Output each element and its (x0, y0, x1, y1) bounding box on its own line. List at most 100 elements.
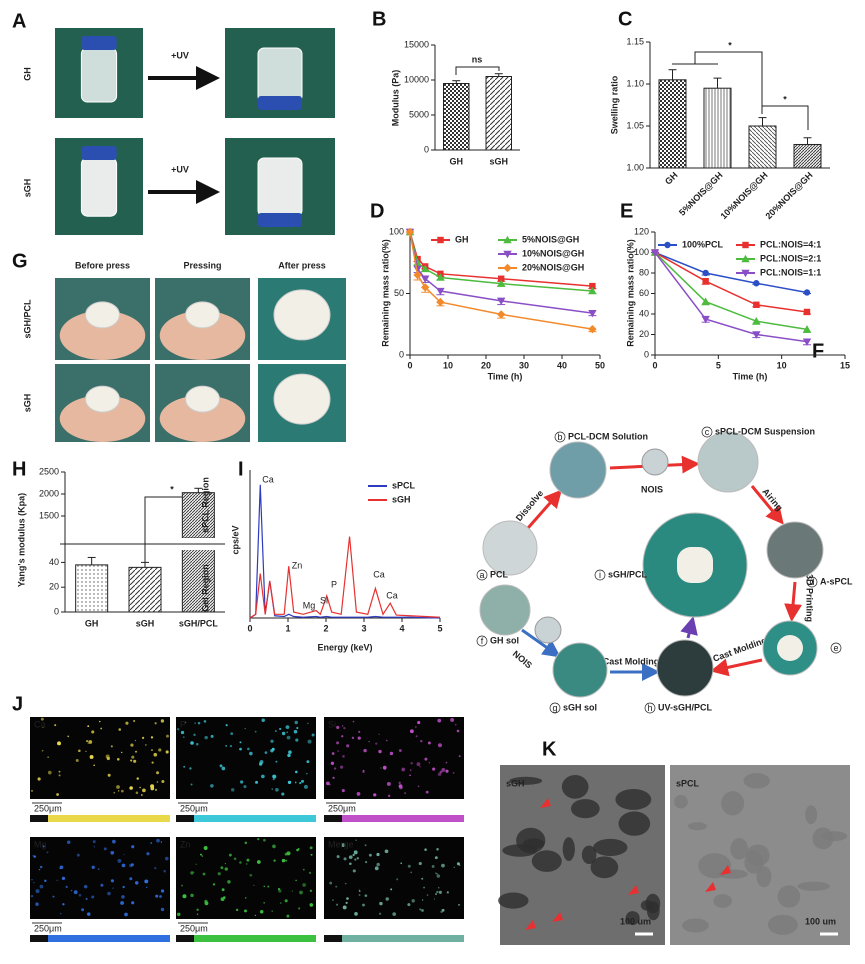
speckle (133, 759, 137, 763)
disc (185, 301, 220, 329)
speckle (210, 784, 214, 788)
speckle (435, 893, 437, 895)
y-tick-label: 0 (424, 144, 429, 154)
marker (436, 297, 445, 307)
speckle (358, 890, 361, 893)
speckle (150, 842, 153, 844)
eds-map (30, 837, 170, 919)
speckle (264, 751, 268, 754)
speckle (353, 850, 358, 855)
speckle (62, 903, 65, 906)
speckle (400, 862, 403, 865)
speckle (419, 908, 422, 911)
marker (650, 249, 660, 257)
speckle (362, 903, 365, 907)
speckle (436, 874, 441, 878)
panel-letter: A (12, 10, 26, 32)
speckle (135, 791, 139, 795)
speckle (419, 766, 421, 768)
y-tick-label: 50 (394, 288, 404, 298)
marker (497, 297, 506, 306)
speckle (355, 839, 357, 841)
speckle (421, 909, 424, 912)
vial (257, 47, 303, 103)
speckle (156, 838, 160, 843)
speckle (424, 757, 428, 761)
speckle (97, 868, 100, 871)
speckle (133, 720, 136, 723)
bar (75, 564, 109, 612)
speckle (431, 865, 435, 868)
column-label: Pressing (183, 260, 221, 270)
pore (682, 918, 709, 933)
x-tick-label: GH (663, 170, 680, 187)
vial-cap (258, 96, 302, 110)
node-id-ring (830, 642, 842, 654)
marker (753, 301, 760, 308)
speckle (415, 735, 418, 738)
arrowhead (540, 798, 551, 808)
speckle (159, 895, 162, 898)
speckle (123, 854, 125, 856)
scale-label: 250μm (180, 923, 208, 933)
x-tick-label: 30 (519, 360, 529, 370)
bar (181, 550, 215, 612)
speckle (453, 866, 455, 869)
y-tick-label: 100 (634, 247, 649, 257)
speckle (221, 888, 225, 892)
speckle (437, 718, 442, 723)
speckle (182, 736, 185, 738)
legend-marker (503, 235, 512, 244)
bracket (672, 51, 763, 110)
speckle (309, 846, 313, 850)
legend-label: sGH (392, 494, 411, 504)
speckle (193, 733, 196, 737)
speckle (253, 884, 255, 886)
speckle (341, 789, 345, 793)
speckle (368, 740, 370, 743)
speckle (284, 859, 288, 862)
y-tick-label: 100 (389, 226, 404, 236)
y-tick-label: 0 (54, 606, 59, 616)
speckle (349, 862, 352, 866)
series-line (654, 251, 808, 294)
speckle (247, 747, 250, 751)
arrowhead (628, 885, 639, 895)
speckle (39, 884, 44, 889)
y-axis-label: Modulus (Pa) (390, 70, 400, 127)
speckle (258, 762, 263, 766)
panel-letter: J (12, 693, 23, 715)
speckle (329, 881, 333, 885)
speckle (417, 785, 420, 788)
speckle (89, 755, 94, 759)
x-tick-label: 5 (716, 360, 721, 370)
speckle (385, 897, 389, 901)
legend-marker (503, 250, 512, 259)
speckle (116, 785, 120, 789)
vial (257, 157, 303, 217)
speckle (376, 852, 380, 857)
speckle (275, 730, 277, 732)
speckle (145, 744, 147, 746)
pore (625, 911, 640, 926)
speckle (446, 891, 449, 894)
annotation: * (728, 40, 732, 50)
speckle (364, 894, 368, 897)
speckle (437, 772, 442, 776)
node-id: a (479, 570, 484, 580)
speckle (160, 841, 163, 843)
speckle (122, 885, 125, 889)
speckle (47, 756, 49, 758)
speckle (255, 780, 259, 784)
bar (128, 566, 162, 612)
speckle (183, 765, 186, 768)
step-label: 3D Printing (805, 574, 815, 622)
speckle (239, 747, 242, 751)
speckle (409, 774, 411, 777)
x-tick-label: GH (85, 618, 99, 628)
speckle (184, 721, 187, 724)
pore (531, 850, 562, 872)
pore (570, 799, 600, 819)
speckle (452, 772, 455, 774)
scale-label: 100 um (805, 916, 836, 926)
